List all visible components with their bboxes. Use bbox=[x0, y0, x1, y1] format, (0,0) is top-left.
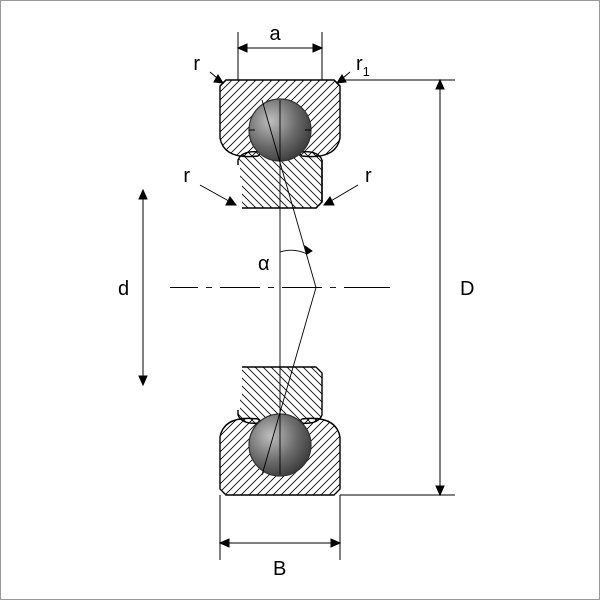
label-d: d bbox=[118, 278, 129, 300]
dim-B bbox=[220, 495, 340, 560]
label-D: D bbox=[460, 278, 474, 300]
label-alpha: α bbox=[258, 253, 270, 275]
label-r-right: r bbox=[365, 165, 372, 187]
label-a: a bbox=[269, 23, 281, 45]
label-r-left: r bbox=[183, 165, 190, 187]
label-B: B bbox=[273, 558, 286, 580]
bearing-diagram: a r r1 r r α D d B bbox=[0, 0, 600, 600]
label-r-tl: r bbox=[193, 53, 200, 75]
label-r1: r1 bbox=[356, 53, 370, 79]
